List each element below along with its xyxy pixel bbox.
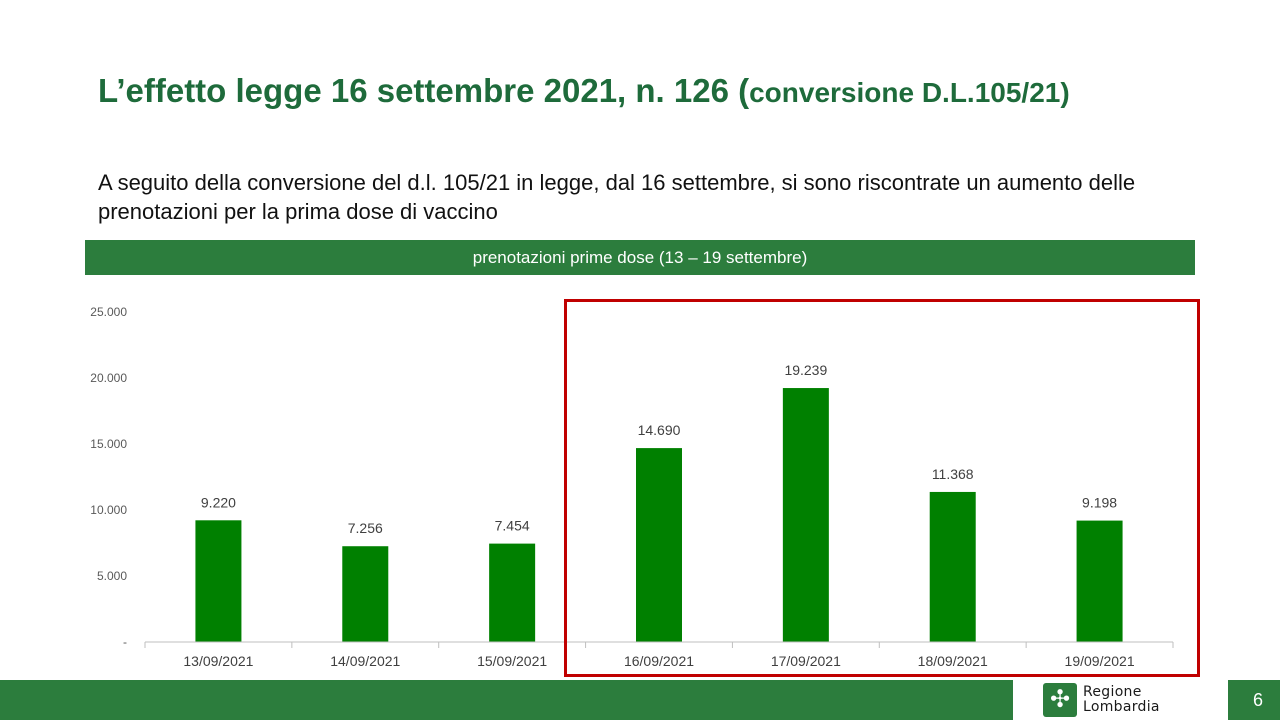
bar: [1076, 520, 1123, 642]
bar-data-label: 14.690: [638, 422, 681, 438]
bar: [929, 491, 976, 642]
x-tick-label: 17/09/2021: [771, 653, 841, 669]
bar-series: 9.220 7.256 7.454 14.690 19.239 11.368 9.198: [195, 362, 1123, 642]
slide-title-main: L’effetto legge 16 settembre 2021, n. 12…: [98, 72, 750, 109]
x-tick-label: 18/09/2021: [918, 653, 988, 669]
chart-banner: prenotazioni prime dose (13 – 19 settemb…: [85, 240, 1195, 275]
bar: [195, 520, 242, 642]
y-tick-label: 15.000: [90, 437, 127, 451]
bar-chart: - 5.000 10.000 15.000 20.000 25.000 9.220 7.25…: [90, 305, 1174, 669]
y-tick-label: 5.000: [97, 569, 127, 583]
bar-data-label: 7.454: [495, 518, 530, 534]
x-tick-label: 19/09/2021: [1065, 653, 1135, 669]
highlight-box: [564, 299, 1200, 677]
rosa-camuna-icon: ✣: [1043, 683, 1077, 717]
x-tick-label: 14/09/2021: [330, 653, 400, 669]
slide-title-small: conversione D.L.105/21): [749, 77, 1070, 108]
x-tick-label: 16/09/2021: [624, 653, 694, 669]
slide-subtitle: A seguito della conversione del d.l. 105…: [98, 170, 1136, 224]
bar-data-label: 9.198: [1082, 495, 1117, 511]
bar: [342, 546, 389, 642]
logo-text: Regione Lombardia: [1083, 685, 1160, 715]
bar-data-label: 7.256: [348, 520, 383, 536]
bar-data-label: 11.368: [932, 466, 974, 482]
chart-banner-label: prenotazioni prime dose (13 – 19 settemb…: [472, 247, 808, 267]
bar: [636, 448, 682, 642]
slide-title: L’effetto legge 16 settembre 2021, n. 12…: [98, 72, 1070, 110]
logo-line-1: Regione: [1083, 684, 1142, 700]
bar: [489, 543, 536, 642]
logo-line-2: Lombardia: [1083, 699, 1160, 715]
x-tick-label: 15/09/2021: [477, 653, 547, 669]
regione-lombardia-logo: ✣ Regione Lombardia: [1013, 680, 1228, 720]
y-tick-label: 10.000: [90, 503, 127, 517]
y-tick-label: -: [123, 635, 127, 649]
x-tick-label: 13/09/2021: [183, 653, 253, 669]
bar: [782, 388, 829, 642]
x-axis: 13/09/2021 14/09/2021 15/09/2021 16/09/2021…: [144, 641, 1174, 669]
bar-data-label: 19.239: [784, 362, 827, 378]
bar-data-label: 9.220: [201, 494, 236, 510]
page-number: 6: [1252, 689, 1263, 710]
y-axis: - 5.000 10.000 15.000 20.000 25.000: [90, 305, 127, 649]
y-tick-label: 20.000: [90, 371, 127, 385]
y-tick-label: 25.000: [90, 305, 127, 319]
